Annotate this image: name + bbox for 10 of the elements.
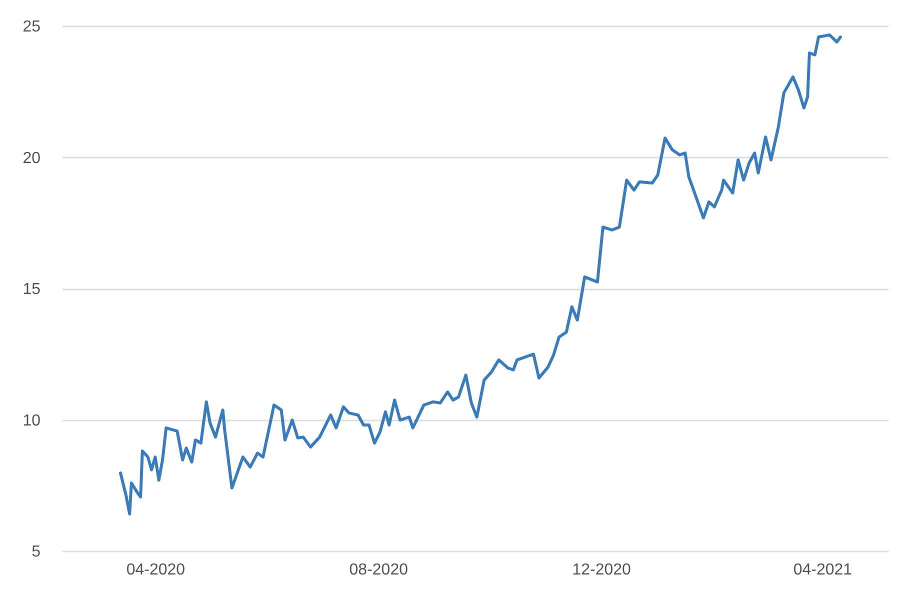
- y-tick-label: 10: [22, 412, 41, 430]
- line-series: [118, 33, 842, 516]
- x-tick-label: 04-2020: [126, 562, 186, 578]
- y-tick-label: 5: [32, 544, 41, 560]
- y-tick-label: 25: [22, 18, 41, 36]
- y-tick-label: 15: [22, 281, 41, 298]
- y-tick-label: 20: [22, 150, 41, 167]
- x-tick-label: 04-2021: [793, 562, 852, 578]
- x-tick-label: 08-2020: [349, 562, 408, 578]
- x-tick-label: 12-2020: [572, 562, 632, 578]
